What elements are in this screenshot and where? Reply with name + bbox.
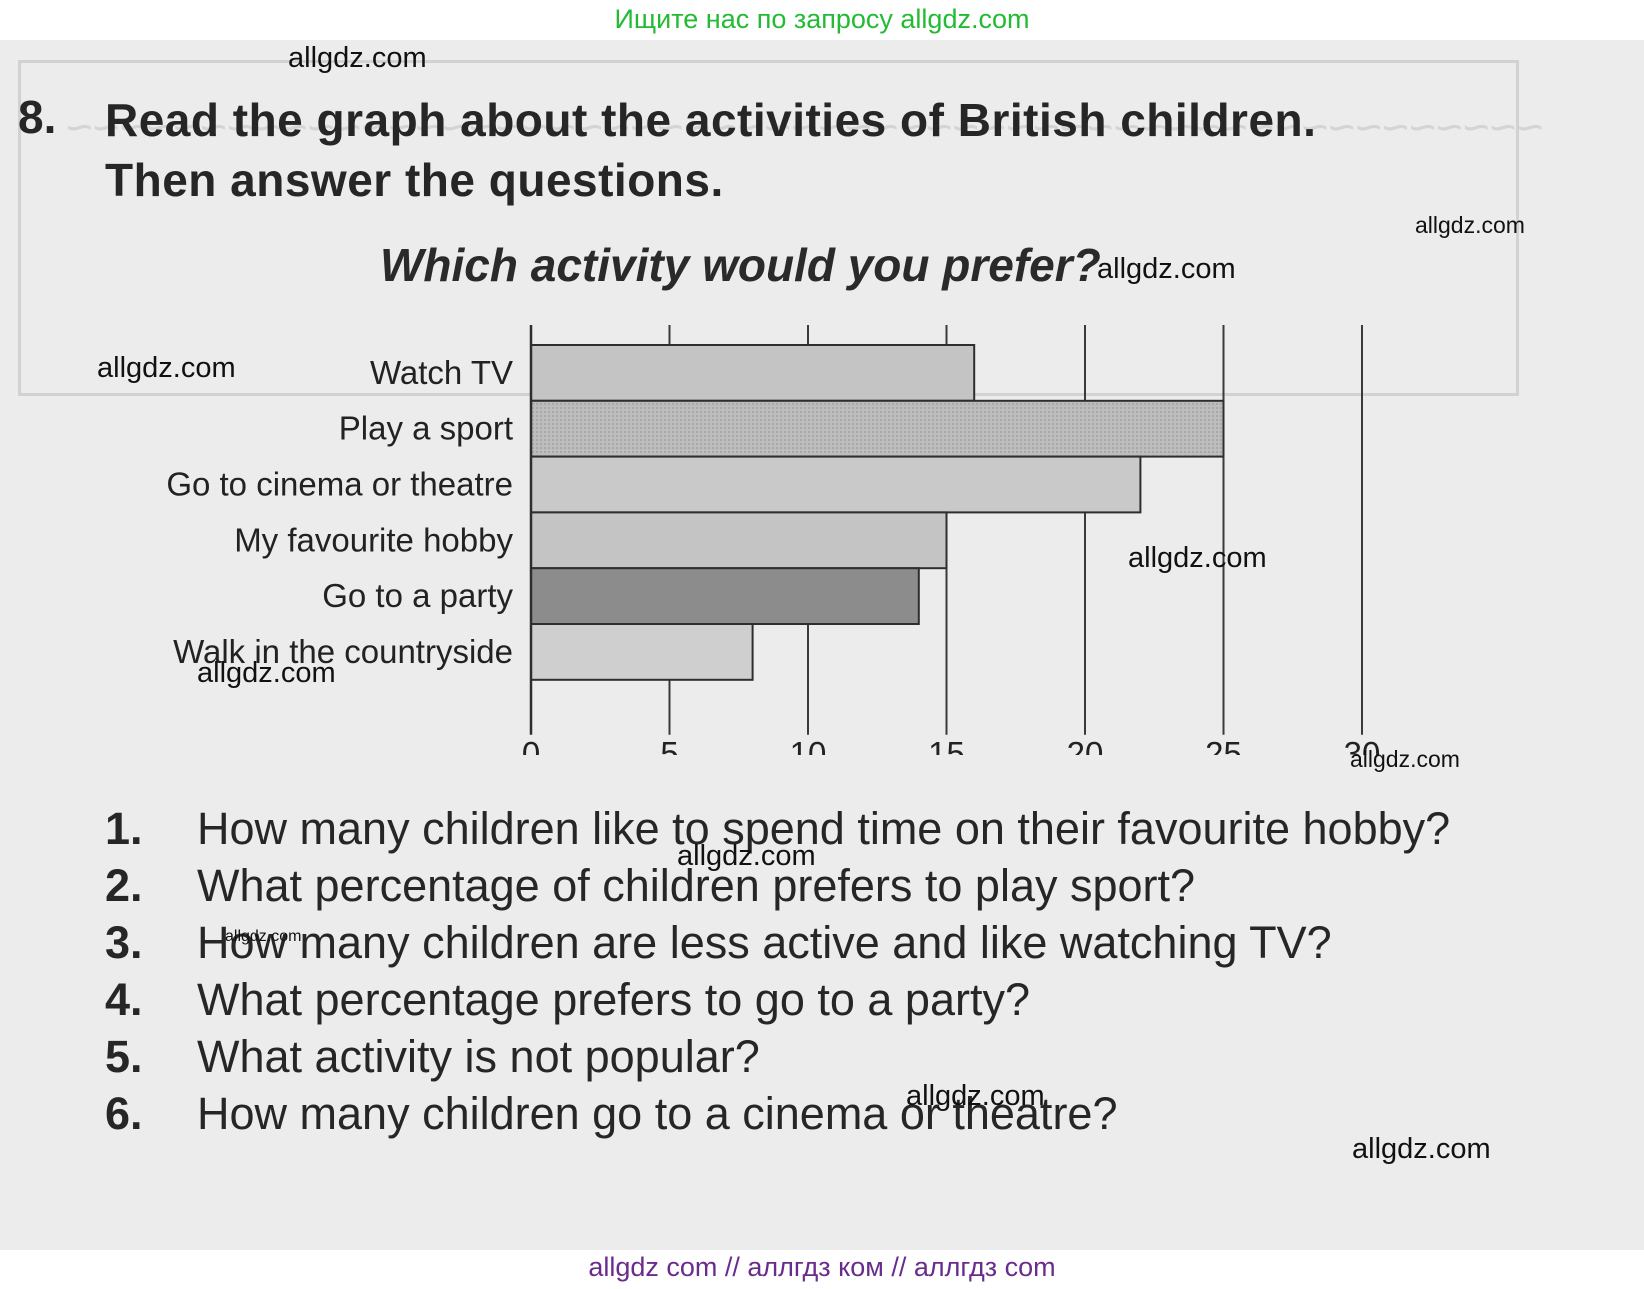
watermark: allgdz.com <box>1350 746 1460 772</box>
question-list: 1. How many children like to spend time … <box>105 800 1605 1142</box>
question-3: 3. How many children are less active and… <box>105 914 1605 971</box>
x-tick-label: 10 <box>790 735 827 755</box>
chart-bars <box>530 344 1225 681</box>
x-tick-labels: 0 5 10 15 20 25 30 <box>522 735 1381 755</box>
x-tick-label: 15 <box>928 735 965 755</box>
bar-chart: Watch TV Play a sport Go to cinema or thea… <box>166 325 1381 755</box>
question-6: 6. How many children go to a cinema or t… <box>105 1085 1605 1142</box>
watermark: allgdz.com <box>1128 542 1267 574</box>
textbook-page: ~~~~~~~~~~~~~~~~~~~~~~~~~~~~~~~~~~~~~~~~… <box>0 40 1644 1250</box>
question-number: 3. <box>105 917 143 968</box>
bar-6 <box>530 623 754 681</box>
top-banner[interactable]: Ищите нас по запросу allgdz.com <box>0 0 1644 40</box>
question-number: 6. <box>105 1088 143 1139</box>
category-label: Go to a party <box>322 577 513 614</box>
watermark: allgdz.com <box>1097 253 1236 285</box>
question-text: How many children like to spend time on … <box>197 803 1451 854</box>
question-1: 1. How many children like to spend time … <box>105 800 1605 857</box>
category-label: Go to cinema or theatre <box>166 466 513 503</box>
question-4: 4. What percentage prefers to go to a pa… <box>105 971 1605 1028</box>
bar-4 <box>530 511 948 570</box>
chart-title: Which activity would you prefer? <box>380 239 1101 291</box>
question-number: 1. <box>105 803 143 854</box>
question-5: 5. What activity is not popular? <box>105 1028 1605 1085</box>
question-text: What percentage of children prefers to p… <box>197 860 1196 911</box>
bar-2 <box>530 399 1225 458</box>
question-text: What activity is not popular? <box>197 1031 760 1082</box>
question-number: 4. <box>105 974 143 1025</box>
watermark: allgdz.com <box>288 42 427 74</box>
task-number: 8. <box>18 91 57 143</box>
question-2: 2. What percentage of children prefers t… <box>105 857 1605 914</box>
question-text: How many children go to a cinema or thea… <box>197 1088 1118 1139</box>
watermark: allgdz.com <box>1352 1133 1491 1165</box>
watermark: allgdz.com <box>906 1080 1045 1112</box>
category-label: Watch TV <box>370 354 513 391</box>
category-label: My favourite hobby <box>234 521 513 558</box>
x-tick-label: 5 <box>660 735 678 755</box>
question-number: 2. <box>105 860 143 911</box>
category-label: Play a sport <box>339 410 513 447</box>
x-tick-label: 0 <box>522 735 540 755</box>
category-labels: Watch TV Play a sport Go to cinema or thea… <box>166 354 513 670</box>
category-label: Walk in the countryside <box>173 633 513 670</box>
watermark: allgdz.com <box>1415 212 1525 238</box>
task-title-line1: Read the graph about the activities of B… <box>105 94 1317 146</box>
x-tick-label: 30 <box>1344 735 1381 755</box>
x-tick-label: 25 <box>1205 735 1242 755</box>
bar-3 <box>530 455 1142 514</box>
watermark: allgdz.com <box>197 657 336 689</box>
task-title-line2: Then answer the questions. <box>105 154 724 206</box>
watermark: allgdz.com <box>225 928 302 945</box>
x-tick-label: 20 <box>1067 735 1104 755</box>
bar-1 <box>530 344 976 402</box>
question-text: What percentage prefers to go to a party… <box>197 974 1030 1025</box>
watermark: allgdz.com <box>677 840 816 872</box>
question-text: How many children are less active and li… <box>197 917 1332 968</box>
task-title: Read the graph about the activities of B… <box>105 90 1605 210</box>
question-number: 5. <box>105 1031 143 1082</box>
bottom-banner[interactable]: allgdz com // аллгдз ком // аллгдз com <box>0 1250 1644 1289</box>
bar-5 <box>530 567 920 626</box>
watermark: allgdz.com <box>97 352 236 384</box>
